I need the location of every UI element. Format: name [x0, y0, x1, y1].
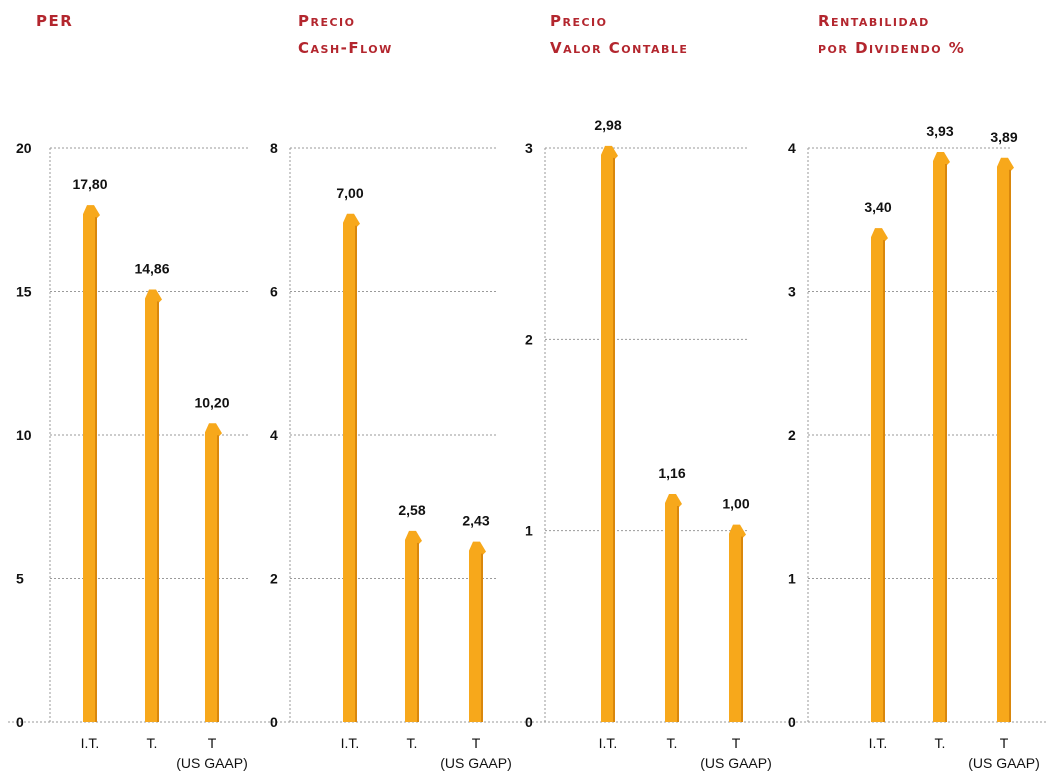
y-tick-label: 0: [16, 714, 24, 730]
x-tick-label: T: [732, 735, 741, 751]
y-tick-label: 20: [16, 140, 32, 156]
y-tick-label: 0: [788, 714, 796, 730]
title-line: PER: [36, 12, 74, 30]
bar: [997, 157, 1014, 722]
data-label: 14,86: [134, 261, 169, 277]
x-tick-label: T: [208, 735, 217, 751]
x-tick-sublabel: (US GAAP): [968, 755, 1040, 771]
panel-title-price-book-value: Precio Valor Contable: [550, 8, 688, 62]
y-tick-label: 2: [788, 427, 796, 443]
bar: [343, 213, 360, 722]
y-tick-label: 6: [270, 284, 278, 300]
data-label: 3,93: [926, 123, 953, 139]
y-tick-label: 0: [525, 714, 533, 730]
x-tick-label: I.T.: [599, 735, 618, 751]
panel-title-dividend-yield: Rentabilidad por Dividendo %: [818, 8, 965, 62]
bar: [665, 494, 682, 722]
x-tick-label: T.: [407, 735, 418, 751]
x-tick-label: T.: [667, 735, 678, 751]
y-tick-label: 4: [270, 427, 278, 443]
bar: [933, 152, 950, 723]
data-label: 7,00: [336, 185, 363, 201]
y-tick-label: 4: [788, 140, 796, 156]
bar: [729, 524, 746, 722]
y-tick-label: 15: [16, 284, 32, 300]
x-tick-label: T.: [147, 735, 158, 751]
data-label: 2,58: [398, 502, 425, 518]
y-tick-label: 2: [270, 571, 278, 587]
title-line: Cash-Flow: [298, 39, 393, 57]
data-label: 1,16: [658, 465, 685, 481]
data-label: 1,00: [722, 496, 749, 512]
data-label: 3,89: [990, 129, 1017, 145]
x-tick-label: T: [472, 735, 481, 751]
x-tick-label: T: [1000, 735, 1009, 751]
data-label: 10,20: [194, 394, 229, 410]
x-tick-sublabel: (US GAAP): [700, 755, 772, 771]
bar: [405, 530, 422, 722]
y-tick-label: 2: [525, 331, 533, 347]
data-label: 17,80: [72, 176, 107, 192]
title-line: Precio: [550, 12, 608, 30]
x-tick-sublabel: (US GAAP): [440, 755, 512, 771]
y-tick-label: 5: [16, 571, 24, 587]
data-label: 2,98: [594, 117, 621, 133]
panel-title-price-cashflow: Precio Cash-Flow: [298, 8, 393, 62]
bar: [83, 205, 100, 722]
y-tick-label: 1: [525, 523, 533, 539]
data-label: 3,40: [864, 199, 891, 215]
x-tick-label: T.: [935, 735, 946, 751]
y-tick-label: 3: [788, 284, 796, 300]
data-label: 2,43: [462, 513, 489, 529]
y-tick-label: 10: [16, 427, 32, 443]
title-line: Valor Contable: [550, 39, 689, 57]
bar: [469, 541, 486, 722]
panel-title-per: PER: [36, 8, 73, 35]
x-tick-sublabel: (US GAAP): [176, 755, 248, 771]
title-line: Precio: [298, 12, 356, 30]
x-tick-label: I.T.: [341, 735, 360, 751]
y-tick-label: 8: [270, 140, 278, 156]
title-line: por Dividendo %: [818, 39, 966, 57]
y-tick-label: 1: [788, 571, 796, 587]
bar: [205, 423, 222, 722]
title-line: Rentabilidad: [818, 12, 930, 30]
y-tick-label: 3: [525, 140, 533, 156]
x-tick-label: I.T.: [869, 735, 888, 751]
bar: [871, 228, 888, 722]
x-tick-label: I.T.: [81, 735, 100, 751]
y-tick-label: 0: [270, 714, 278, 730]
bar: [601, 145, 618, 722]
bar: [145, 289, 162, 722]
